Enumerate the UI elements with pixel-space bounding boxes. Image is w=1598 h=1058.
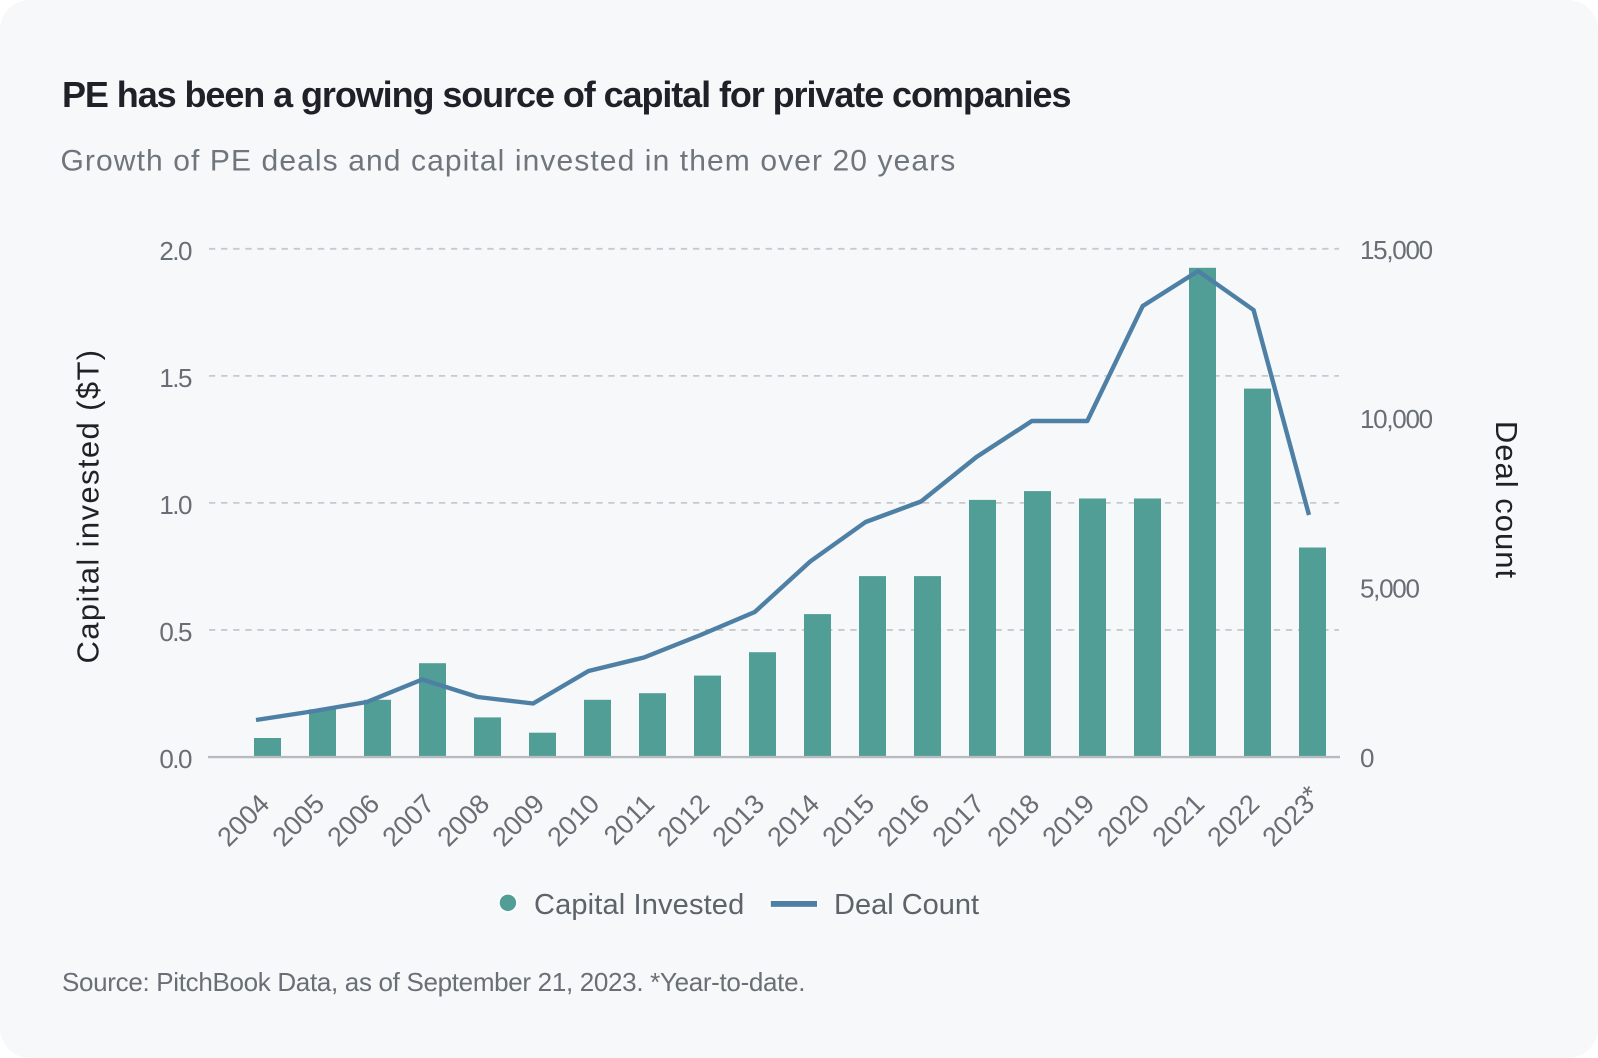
svg-text:0: 0 <box>1360 743 1374 773</box>
svg-text:15,000: 15,000 <box>1360 235 1433 265</box>
svg-text:1.5: 1.5 <box>159 363 192 393</box>
svg-text:2014: 2014 <box>762 789 826 853</box>
svg-text:2007: 2007 <box>377 789 441 853</box>
svg-text:2016: 2016 <box>872 789 936 853</box>
svg-text:10,000: 10,000 <box>1360 404 1433 434</box>
svg-text:1.0: 1.0 <box>159 490 192 520</box>
svg-text:2015: 2015 <box>817 789 881 853</box>
svg-text:2005: 2005 <box>267 789 331 853</box>
svg-text:Capital invested ($T): Capital invested ($T) <box>71 349 106 664</box>
svg-text:2022: 2022 <box>1202 789 1266 853</box>
svg-text:0.0: 0.0 <box>159 744 192 774</box>
svg-text:2010: 2010 <box>542 789 606 853</box>
svg-text:2017: 2017 <box>927 789 991 853</box>
svg-text:Growth of PE deals and capital: Growth of PE deals and capital invested … <box>61 145 957 178</box>
svg-text:2006: 2006 <box>322 789 386 853</box>
svg-text:2020: 2020 <box>1092 789 1156 853</box>
svg-text:2009: 2009 <box>487 789 551 853</box>
svg-text:2008: 2008 <box>432 789 496 853</box>
svg-text:2013: 2013 <box>707 789 771 853</box>
svg-text:Source: PitchBook Data, as of: Source: PitchBook Data, as of September … <box>62 967 805 997</box>
svg-text:2019: 2019 <box>1037 789 1101 853</box>
svg-text:PE has been a growing source o: PE has been a growing source of capital … <box>62 74 1070 115</box>
svg-text:Capital Invested: Capital Invested <box>534 889 744 921</box>
svg-text:2012: 2012 <box>652 789 716 853</box>
svg-text:0.5: 0.5 <box>159 617 192 647</box>
svg-text:2004: 2004 <box>212 789 276 853</box>
svg-text:2018: 2018 <box>982 789 1046 853</box>
svg-text:2.0: 2.0 <box>159 236 192 266</box>
svg-text:Deal count: Deal count <box>1489 421 1524 579</box>
svg-text:Deal Count: Deal Count <box>834 889 979 921</box>
svg-text:2021: 2021 <box>1147 789 1211 853</box>
svg-text:2011: 2011 <box>598 789 660 851</box>
svg-text:5,000: 5,000 <box>1360 574 1419 604</box>
